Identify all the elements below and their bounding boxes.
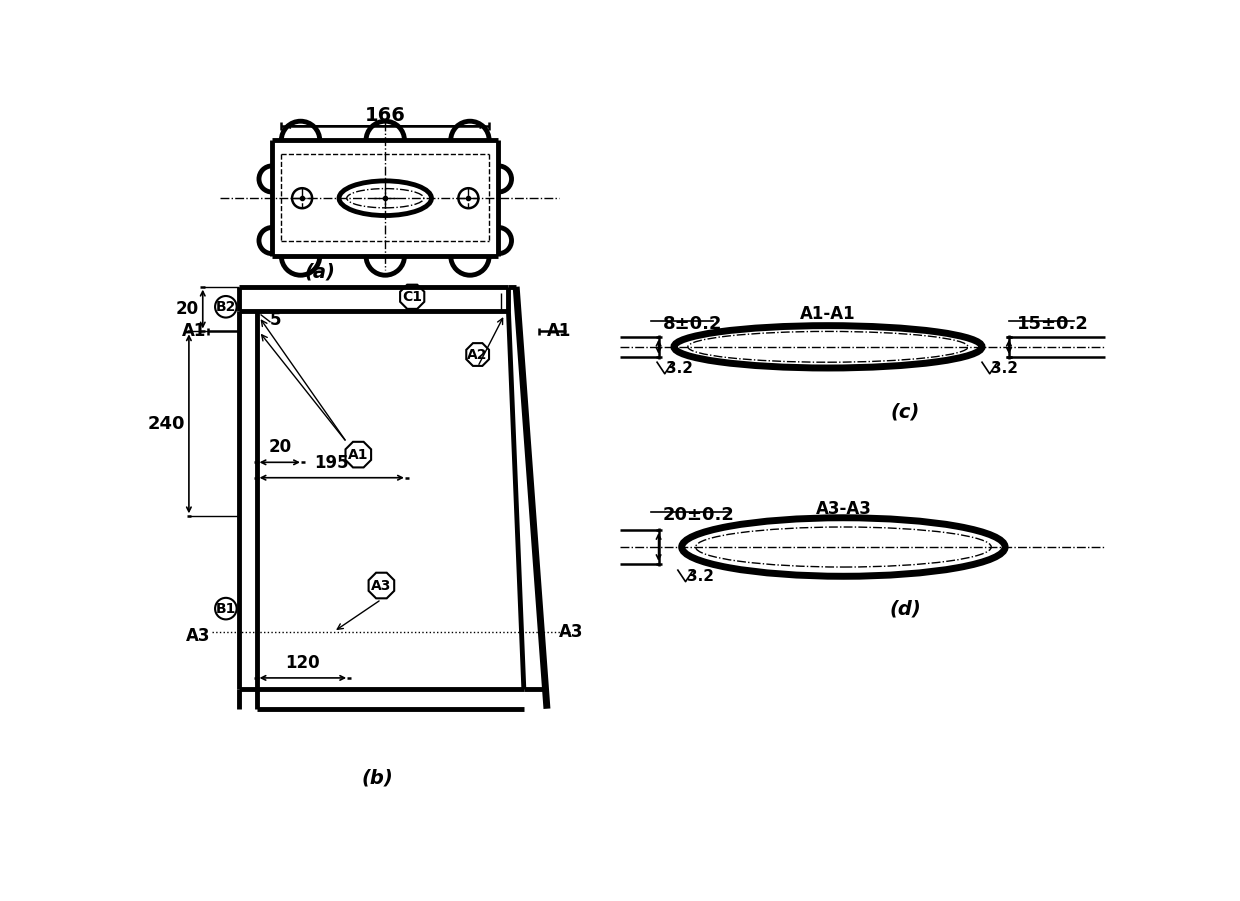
Text: 20: 20 bbox=[176, 300, 198, 318]
Text: 20±0.2: 20±0.2 bbox=[662, 505, 734, 523]
Text: C1: C1 bbox=[402, 290, 422, 304]
Text: 240: 240 bbox=[148, 414, 185, 432]
Text: A1: A1 bbox=[547, 323, 572, 341]
Text: 195: 195 bbox=[315, 453, 348, 471]
Text: (d): (d) bbox=[889, 599, 921, 618]
Text: 5: 5 bbox=[270, 311, 281, 329]
Text: 20: 20 bbox=[268, 438, 291, 456]
Text: A1: A1 bbox=[182, 323, 207, 341]
Text: A2: A2 bbox=[467, 348, 487, 361]
Text: 15±0.2: 15±0.2 bbox=[1017, 314, 1089, 332]
Text: A3: A3 bbox=[371, 578, 392, 593]
Text: A1: A1 bbox=[348, 448, 368, 461]
Text: A3-A3: A3-A3 bbox=[816, 499, 872, 517]
Text: (a): (a) bbox=[304, 262, 335, 282]
Text: 166: 166 bbox=[365, 106, 405, 125]
Text: 8±0.2: 8±0.2 bbox=[662, 314, 722, 332]
Text: (c): (c) bbox=[890, 403, 920, 422]
Text: A3: A3 bbox=[558, 623, 583, 641]
Text: 3.2: 3.2 bbox=[666, 361, 693, 376]
Text: (b): (b) bbox=[362, 769, 393, 787]
Text: 3.2: 3.2 bbox=[991, 361, 1018, 376]
Text: A3: A3 bbox=[186, 626, 211, 644]
Text: 120: 120 bbox=[285, 654, 320, 672]
Text: 3.2: 3.2 bbox=[687, 569, 714, 584]
Text: A1-A1: A1-A1 bbox=[800, 305, 856, 323]
Text: B2: B2 bbox=[216, 300, 236, 314]
Text: B1: B1 bbox=[216, 602, 236, 615]
